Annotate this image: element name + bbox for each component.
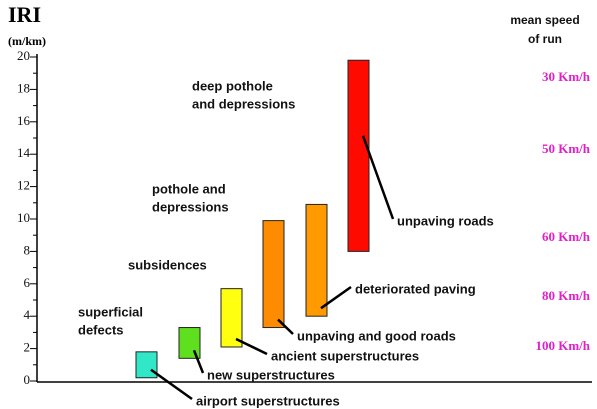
bar xyxy=(135,351,158,379)
speed-label: 60 Km/h xyxy=(542,229,591,244)
bar xyxy=(178,327,201,359)
bar xyxy=(305,203,328,317)
bar-label: unpaving roads xyxy=(397,213,494,228)
y-tick-label: 10 xyxy=(17,210,30,225)
y-tick-label: 16 xyxy=(17,113,31,128)
y-tick-label: 6 xyxy=(24,275,31,290)
speed-label: 50 Km/h xyxy=(542,141,591,156)
annotation: depressions xyxy=(152,199,229,214)
leader-line xyxy=(277,318,294,335)
y-tick-label: 8 xyxy=(24,242,31,257)
bar xyxy=(347,59,370,252)
bar-label: new superstructures xyxy=(207,367,335,382)
bar xyxy=(262,220,285,329)
annotation: and depressions xyxy=(192,96,295,111)
speed-label: 30 Km/h xyxy=(542,69,591,84)
y-tick-label: 12 xyxy=(17,178,30,193)
y-tick-label: 20 xyxy=(17,48,30,63)
bar-label: unpaving and good roads xyxy=(297,328,456,343)
bar-label: deteriorated paving xyxy=(355,281,476,296)
annotation: pothole and xyxy=(152,181,226,196)
y-tick-label: 14 xyxy=(17,145,31,160)
bar-label: ancient superstructures xyxy=(271,348,419,363)
speed-title: mean speed xyxy=(510,13,579,27)
speed-label: 100 Km/h xyxy=(535,338,590,353)
leader-line xyxy=(235,337,268,356)
speed-title: of run xyxy=(528,32,562,46)
y-tick-label: 0 xyxy=(24,372,31,387)
speed-label: 80 Km/h xyxy=(542,288,591,303)
chart-subtitle: (m/km) xyxy=(8,34,46,48)
annotation: deep pothole xyxy=(192,78,273,93)
y-tick-label: 4 xyxy=(24,307,31,322)
leader-line xyxy=(150,368,193,401)
annotation: defects xyxy=(78,322,124,337)
y-tick-label: 18 xyxy=(17,80,30,95)
annotation: subsidences xyxy=(128,257,207,272)
annotation: superficial xyxy=(78,304,143,319)
bar xyxy=(220,288,243,348)
chart-title: IRI xyxy=(8,2,41,27)
leader-line xyxy=(361,135,395,220)
leader-line xyxy=(320,285,352,310)
y-tick-label: 2 xyxy=(24,340,31,355)
leader-line xyxy=(192,349,205,374)
bar-label: airport superstructures xyxy=(196,393,340,408)
